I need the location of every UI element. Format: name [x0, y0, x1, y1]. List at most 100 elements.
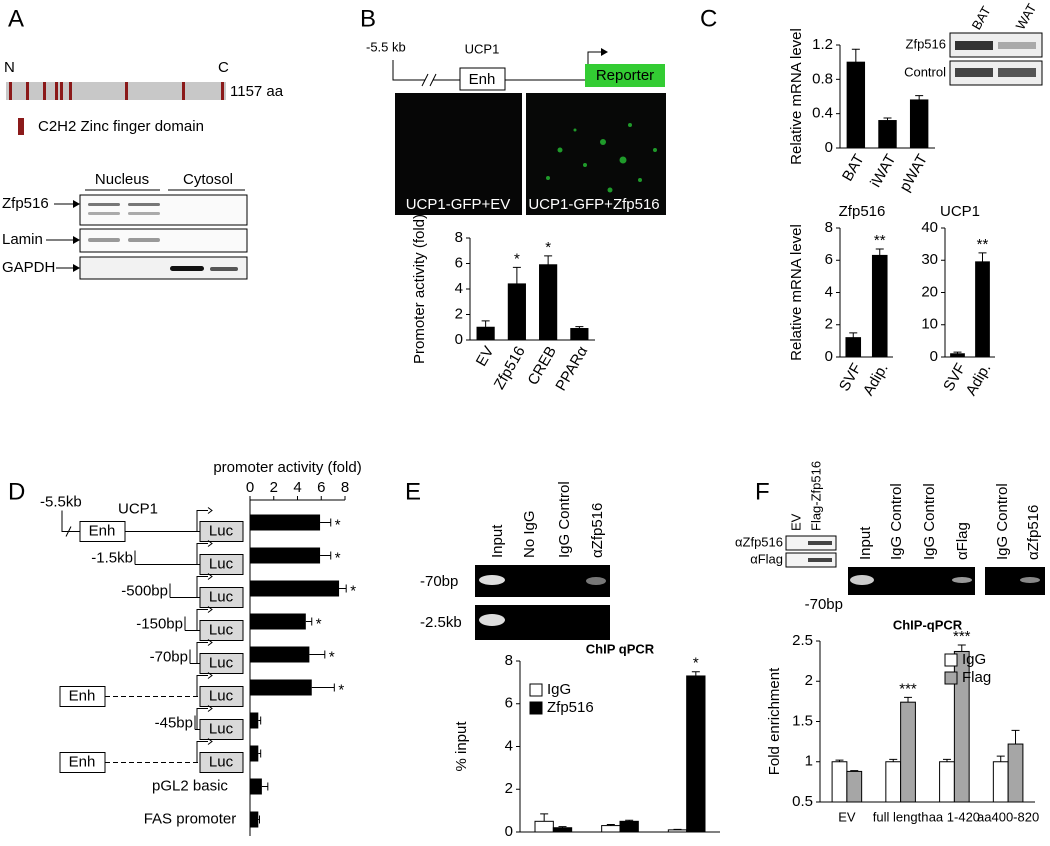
panel-label: C	[700, 5, 717, 32]
error-bar	[1012, 730, 1020, 744]
gel-row-label: -2.5kb	[420, 614, 462, 631]
bar	[250, 680, 312, 696]
image-label: UCP1-GFP+Zfp516	[528, 196, 659, 213]
error-bar	[997, 756, 1005, 762]
upstream-label: -5.5 kb	[366, 39, 406, 54]
lane-label: αZfp516	[1025, 505, 1042, 560]
y-tick-label: 6	[505, 695, 513, 712]
error-bar	[904, 697, 912, 702]
error-bar	[309, 651, 324, 659]
blot-row-label: Control	[904, 64, 946, 79]
y-tick-label: 8	[505, 652, 513, 669]
blot-band	[998, 68, 1036, 77]
significance: *	[316, 615, 322, 632]
significance: ***	[899, 680, 917, 697]
legend-swatch	[530, 702, 542, 714]
x-axis-title: promoter activity (fold)	[213, 459, 361, 476]
y-axis-title: Relative mRNA level	[788, 28, 805, 165]
y-tick-label: 6	[455, 254, 463, 271]
bar	[872, 255, 887, 357]
y-tick-label: 30	[921, 251, 938, 268]
blot-row-label: Lamin	[2, 231, 43, 248]
gel-row-label: -70bp	[420, 573, 458, 590]
x-tick-label: full length	[873, 809, 929, 824]
error-bar	[540, 814, 548, 821]
x-tick-label: 6	[317, 479, 325, 496]
blot-row-label: αFlag	[750, 551, 783, 566]
n-terminus: N	[4, 59, 15, 76]
luc-label: Luc	[209, 753, 234, 770]
blot-band	[998, 42, 1036, 49]
y-tick-label: 20	[921, 283, 938, 300]
y-tick-label: 2	[805, 672, 813, 689]
significance: **	[977, 236, 989, 253]
blot-row-label: αZfp516	[735, 534, 783, 549]
x-tick-label: 2	[270, 479, 278, 496]
error-bar	[979, 253, 987, 262]
y-tick-label: 40	[921, 219, 938, 236]
x-tick-label: BAT	[839, 151, 868, 184]
bar	[879, 121, 896, 148]
error-bar	[692, 672, 700, 676]
error-bar	[544, 256, 552, 265]
y-axis-title: Promoter activity (fold)	[411, 214, 428, 364]
blot-band	[955, 68, 993, 77]
y-tick-label: 1.2	[812, 36, 833, 53]
bar	[993, 762, 1008, 802]
blot-lane-label: WAT	[1013, 1, 1040, 32]
lane-label: IgG Control	[921, 483, 938, 560]
lane-label: IgG Control	[556, 481, 573, 558]
legend-label: Zfp516	[547, 699, 594, 716]
bar	[832, 762, 847, 802]
construct-label: -45bp	[155, 714, 193, 731]
arrowheads	[73, 200, 80, 272]
lane-label: Input	[489, 524, 506, 558]
luc-label: Luc	[209, 555, 234, 572]
luc-label: Luc	[209, 522, 234, 539]
lane-label: Input	[857, 526, 874, 560]
y-tick-label: 0	[505, 823, 513, 840]
bar	[571, 329, 588, 340]
y-tick-label: 2	[825, 316, 833, 333]
construct-label: -1.5kb	[91, 549, 133, 566]
y-tick-label: 4	[455, 280, 463, 297]
panel-label: D	[8, 478, 25, 505]
bar	[535, 821, 553, 832]
protein-bar	[6, 82, 226, 100]
error-bar	[482, 321, 490, 327]
y-tick-label: 8	[455, 229, 463, 246]
bar	[250, 647, 309, 663]
error-bar	[258, 717, 260, 725]
error-bar	[306, 618, 312, 626]
bar	[250, 779, 262, 795]
upstream-label: -5.5kb	[40, 493, 82, 510]
western-blot	[80, 195, 247, 279]
bar	[250, 614, 306, 630]
protein-length: 1157 aa	[230, 83, 284, 100]
bar	[250, 548, 320, 564]
bar	[620, 821, 638, 832]
reporter-label: Reporter	[596, 67, 654, 84]
enhancer-label: Enh	[89, 522, 116, 539]
panel-label: B	[360, 5, 376, 32]
error-bar	[513, 267, 521, 284]
y-axis-title: Fold enrichment	[766, 667, 783, 775]
x-tick-label: EV	[473, 343, 498, 369]
significance: *	[514, 250, 520, 267]
y-tick-label: 0.5	[792, 793, 813, 810]
construct-label: -70bp	[150, 648, 188, 665]
bar	[846, 338, 861, 357]
chart-title: ChIP qPCR	[586, 641, 655, 656]
error-bar	[849, 333, 857, 338]
blot-band	[955, 41, 993, 50]
enhancer-label: Enh	[69, 687, 96, 704]
significance: **	[874, 232, 886, 249]
y-tick-label: 1	[805, 753, 813, 770]
panel-label: A	[8, 5, 24, 32]
x-tick-label: iWAT	[867, 151, 899, 190]
blot-row-label: Zfp516	[906, 36, 946, 51]
significance: *	[338, 681, 344, 698]
luc-label: Luc	[209, 588, 234, 605]
y-tick-label: 1.5	[792, 712, 813, 729]
